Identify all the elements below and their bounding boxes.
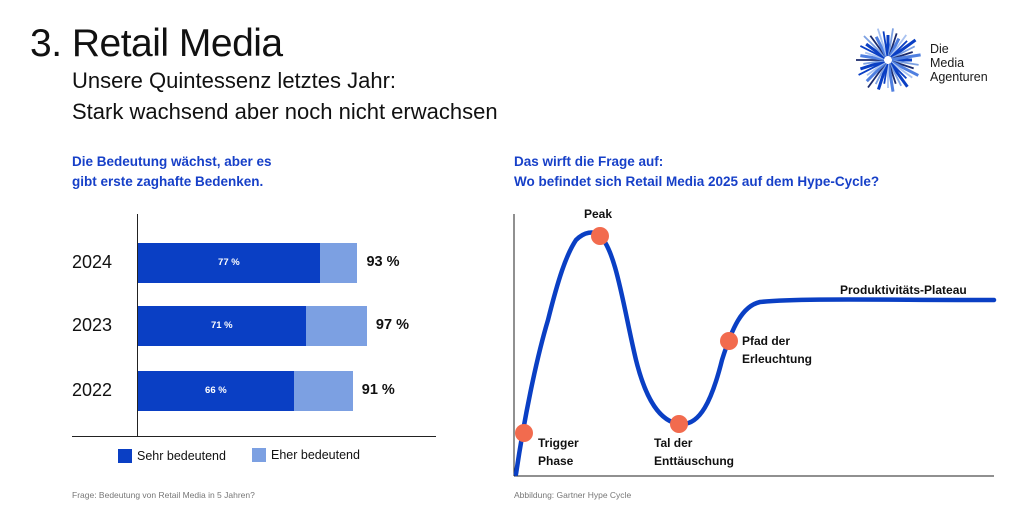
logo-ray xyxy=(890,61,913,79)
left-footnote: Frage: Bedeutung von Retail Media in 5 J… xyxy=(72,490,255,500)
logo-ray xyxy=(876,28,888,57)
logo-ray xyxy=(876,63,889,90)
marker-peak xyxy=(591,227,609,245)
bar-value-label: 66 % xyxy=(205,385,227,396)
logo-ray xyxy=(887,63,895,92)
legend-label-sehr: Sehr bedeutend xyxy=(137,449,226,463)
right-heading-line2: Wo befindet sich Retail Media 2025 auf d… xyxy=(514,174,880,189)
logo-ray xyxy=(890,60,919,77)
logo-ray xyxy=(887,28,894,57)
logo-line2: Media xyxy=(930,56,965,70)
label-tal: Tal der Enttäuschung xyxy=(654,434,734,470)
bar-sehr-bedeutend: 66 % xyxy=(138,371,294,411)
logo-ray xyxy=(863,35,886,58)
bar-sehr-bedeutend: 77 % xyxy=(138,243,320,283)
logo-text: Die Media Agenturen xyxy=(930,42,988,84)
logo-ray xyxy=(866,61,886,77)
left-heading: Die Bedeutung wächst, aber es gibt erste… xyxy=(72,152,272,192)
legend-swatch-eher xyxy=(252,448,266,462)
label-trigger: Trigger Phase xyxy=(538,434,579,470)
marker-trigger xyxy=(515,424,533,442)
label-trigger-line1: Trigger xyxy=(538,436,579,450)
bar-value-label: 77 % xyxy=(218,257,240,268)
bar-category-label: 2024 xyxy=(72,252,113,272)
label-tal-line2: Enttäuschung xyxy=(654,454,734,468)
bar-category-label: 2022 xyxy=(72,380,113,400)
page-subtitle-line1: Unsere Quintessenz letztes Jahr: xyxy=(72,68,397,93)
logo-ray xyxy=(891,59,919,66)
right-footnote: Abbildung: Gartner Hype Cycle xyxy=(514,490,632,500)
logo-ray xyxy=(888,37,901,58)
right-heading-line1: Das wirft die Frage auf: xyxy=(514,154,664,169)
x-axis-line xyxy=(72,436,436,437)
bar-total-label: 91 % xyxy=(361,382,395,398)
logo-ray xyxy=(865,42,886,59)
logo-line3: Agenturen xyxy=(930,70,988,84)
logo-ray xyxy=(891,53,921,61)
logo-ray xyxy=(874,63,887,85)
logo-ray xyxy=(860,54,885,61)
page-subtitle-line2: Stark wachsend aber noch nicht erwachsen xyxy=(72,99,498,124)
label-pfad: Pfad der Erleuchtung xyxy=(742,332,812,368)
label-trigger-line2: Phase xyxy=(538,454,574,468)
starburst-logo-icon xyxy=(852,24,924,96)
logo-ray xyxy=(864,51,885,60)
left-heading-line1: Die Bedeutung wächst, aber es xyxy=(72,154,272,169)
marker-pfad xyxy=(720,332,738,350)
bar-eher-bedeutend xyxy=(305,306,367,346)
bar-sehr-bedeutend: 71 % xyxy=(138,306,306,346)
logo-ray xyxy=(859,59,885,71)
logo-ray xyxy=(863,59,885,65)
logo-ray xyxy=(891,45,916,59)
legend-swatch-sehr xyxy=(118,449,132,463)
logo-ray xyxy=(889,63,902,87)
logo-line1: Die xyxy=(930,42,949,56)
label-pfad-line1: Pfad der xyxy=(742,334,791,348)
left-heading-line2: gibt erste zaghafte Bedenken. xyxy=(72,174,264,189)
bar-eher-bedeutend xyxy=(319,243,358,283)
marker-tal xyxy=(670,415,688,433)
bar-value-label: 71 % xyxy=(210,320,233,331)
bar-eher-bedeutend xyxy=(293,371,353,411)
bar-category-label: 2023 xyxy=(72,315,113,335)
label-pfad-line2: Erleuchtung xyxy=(742,352,813,366)
label-tal-line1: Tal der xyxy=(654,436,693,450)
legend-label-eher: Eher bedeutend xyxy=(271,448,360,462)
label-peak: Peak xyxy=(584,207,613,221)
logo-ray xyxy=(865,61,887,83)
right-heading: Das wirft die Frage auf: Wo befindet sic… xyxy=(514,152,879,192)
label-plateau: Produktivitäts-Plateau xyxy=(840,283,967,297)
bar-total-label: 93 % xyxy=(366,254,400,270)
logo-ray xyxy=(889,34,907,58)
page-title: 3. Retail Media xyxy=(30,22,283,65)
logo-ray xyxy=(889,62,909,88)
logo-ray xyxy=(874,36,888,58)
logo-ray xyxy=(890,38,917,59)
bar-total-label: 97 % xyxy=(375,317,409,333)
y-axis-line xyxy=(137,214,138,436)
hype-cycle-curve xyxy=(513,230,997,477)
